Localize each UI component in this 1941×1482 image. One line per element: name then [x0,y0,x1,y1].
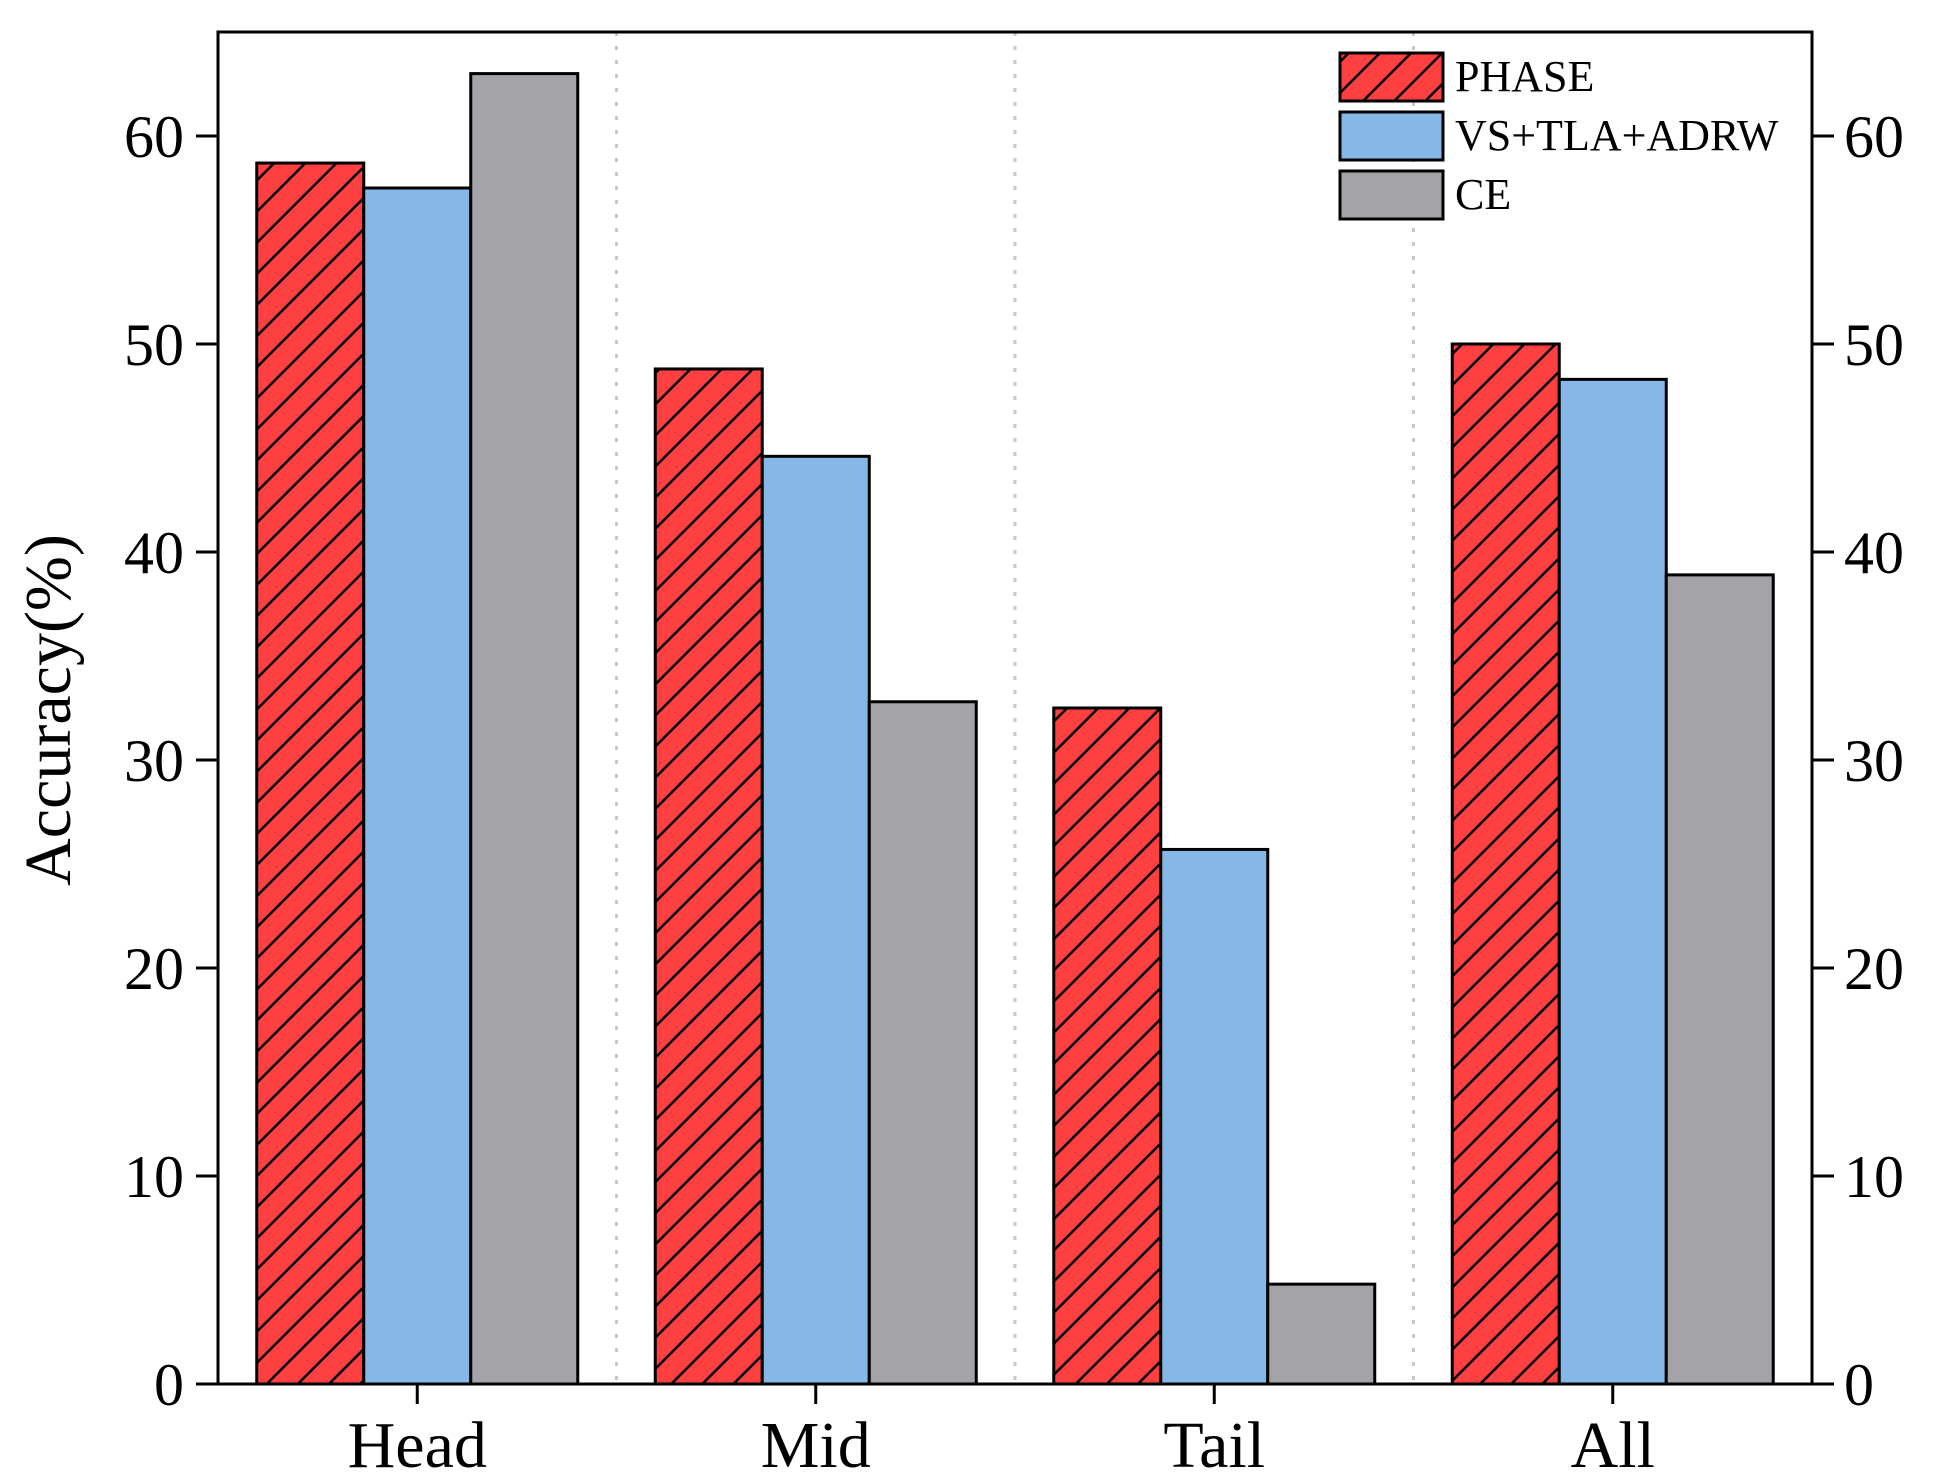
bar-2-3 [1664,573,1775,1386]
y-tick-label-right: 30 [1844,728,1904,794]
bar-2-1 [867,700,978,1386]
legend-label-0: PHASE [1455,52,1594,101]
bar-0-2 [1052,706,1163,1386]
y-tick-label-right: 10 [1844,1144,1904,1210]
grid-layer [615,32,1415,1384]
y-tick-label-left: 60 [124,104,184,170]
x-tick-label: Tail [1163,1409,1265,1477]
y-tick-label-left: 50 [124,312,184,378]
y-tick-label-left: 0 [154,1352,184,1418]
legend-swatch-2 [1338,169,1445,221]
bar-0-3 [1450,342,1561,1386]
y-tick-label-right: 60 [1844,104,1904,170]
y-tick-label-right: 0 [1844,1352,1874,1418]
y-axis-title: Accuracy(%) [12,534,85,886]
bar-2-2 [1266,1282,1377,1386]
legend-swatch-1 [1338,110,1445,162]
bar-0-1 [653,367,764,1386]
bar-2-0 [469,72,580,1386]
x-tick-label: All [1571,1409,1655,1477]
y-tick-label-left: 30 [124,728,184,794]
y-tick-label-right: 20 [1844,936,1904,1002]
bar-1-0 [362,186,473,1386]
axes-layer: 0 0 10 10 20 20 30 30 40 40 50 50 60 60 Head Mid Tail All [124,30,1904,1482]
legend: PHASE VS+TLA+ADRW CE [1338,51,1779,221]
legend-swatch-0 [1338,51,1445,103]
bar-1-3 [1557,377,1668,1386]
plot-frame [216,30,1814,1386]
y-tick-label-left: 40 [124,520,184,586]
y-tick-label-left: 20 [124,936,184,1002]
bar-1-2 [1159,847,1270,1386]
y-tick-label-left: 10 [124,1144,184,1210]
bar-0-0 [255,161,366,1386]
bar-1-1 [760,454,871,1386]
x-tick-label: Mid [761,1409,871,1477]
x-tick-label: Head [348,1409,487,1477]
y-tick-label-right: 40 [1844,520,1904,586]
legend-label-2: CE [1455,170,1511,219]
bars-layer [255,72,1775,1386]
y-tick-label-right: 50 [1844,312,1904,378]
legend-label-1: VS+TLA+ADRW [1455,111,1779,160]
